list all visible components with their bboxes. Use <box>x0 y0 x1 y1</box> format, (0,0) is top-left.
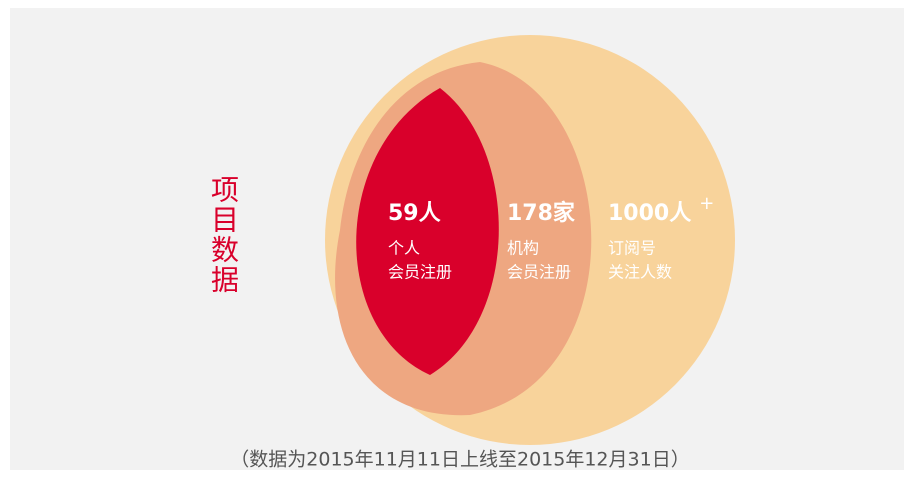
item-suffix: + <box>699 193 714 214</box>
inner-shape <box>356 88 499 375</box>
item-label: 关注人数 <box>608 263 672 282</box>
title: 项目数据 <box>207 175 240 295</box>
item-value: 1000人 <box>608 201 691 226</box>
item-label: 机构 <box>507 239 539 258</box>
footnote: （数据为2015年11月11日上线至2015年12月31日） <box>230 449 689 471</box>
item-value: 178家 <box>507 200 576 226</box>
item-label: 订阅号 <box>608 239 656 258</box>
item-value: 59人 <box>388 201 441 226</box>
item-label: 会员注册 <box>507 263 571 282</box>
item-label: 个人 <box>388 239 420 258</box>
vertical-title: 项目数据 <box>207 175 240 295</box>
item-label: 会员注册 <box>388 263 452 282</box>
